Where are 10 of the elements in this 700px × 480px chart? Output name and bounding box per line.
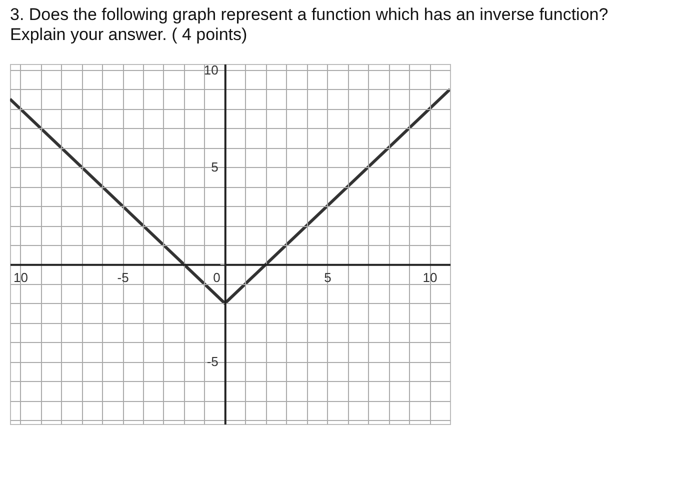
chart-title: 3. Does the following graph represent a function which has an inverse function? <box>10 4 608 24</box>
chart-subtitle: Explain your answer. ( 4 points) <box>10 24 248 44</box>
x-tick-label: 5 <box>324 270 332 285</box>
y-tick-label: -5 <box>206 354 218 370</box>
x-tick-label: 10 <box>14 270 28 285</box>
x-tick-label: 10 <box>422 270 438 285</box>
x-tick-label: -5 <box>117 270 129 285</box>
x-tick-label: 0 <box>213 270 220 285</box>
y-tick-label: 10 <box>204 62 218 78</box>
y-tick-label: 5 <box>211 160 218 175</box>
